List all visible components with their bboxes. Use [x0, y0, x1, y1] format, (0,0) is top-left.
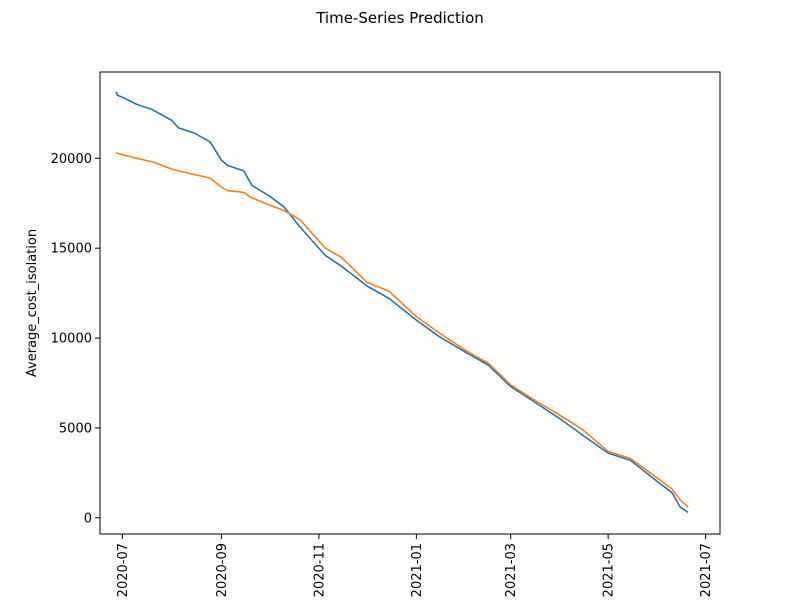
x-tick-label: 2020-09 [215, 543, 230, 597]
plot-area [99, 71, 721, 535]
y-tick-label: 5000 [59, 421, 92, 436]
y-axis-label: Average_cost_isolation [25, 229, 40, 377]
chart-title: Time-Series Prediction [315, 9, 484, 27]
series-layer [115, 91, 689, 514]
x-tick-label: 2021-03 [504, 543, 519, 597]
y-tick-label: 10000 [51, 332, 92, 347]
y-tick-label: 20000 [51, 152, 92, 167]
x-tick-label: 2020-11 [312, 543, 327, 597]
series-line-predicted [115, 152, 689, 508]
x-tick-label: 2021-05 [602, 543, 617, 597]
x-tick-label: 2021-01 [410, 543, 425, 597]
x-tick-label: 2021-07 [699, 543, 714, 597]
x-tick-label: 2020-07 [116, 543, 131, 597]
y-tick-label: 15000 [51, 242, 92, 257]
series-line-actual [115, 91, 689, 514]
y-tick-label: 0 [84, 511, 92, 526]
x-axis: 2020-07 2020-09 2020-11 2021-01 2021-03 2021-… [116, 534, 714, 597]
y-axis: 0 5000 10000 15000 20000 [51, 152, 100, 526]
